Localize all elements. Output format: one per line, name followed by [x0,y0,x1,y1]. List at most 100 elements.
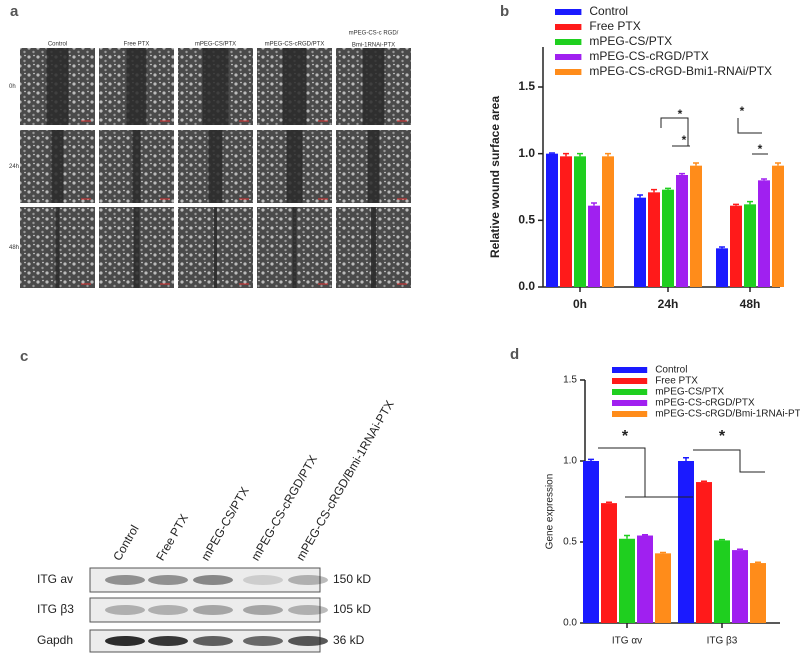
bar [648,192,660,287]
x-tick-label: 48h [740,297,761,311]
legend-label: Control [655,365,687,376]
row-label: 0h [9,84,16,90]
error-bar [563,152,569,157]
bar [696,482,712,623]
bar [730,205,742,287]
protein-label: ITG av [37,572,73,586]
panel-d: d Gene expression 0.0 0.5 1.0 1.5 ITG αv ITG β3… [510,346,800,647]
column-label: Control [48,42,67,48]
column-label: Free PTX [124,42,150,48]
bar [602,156,614,287]
significance-bracket [693,449,765,473]
wound-gap [292,207,297,288]
band [105,636,145,646]
x-tick-label: 24h [658,297,679,311]
y-tick-label: 0.0 [563,618,577,629]
row-label: 48h [9,245,19,251]
bar [588,205,600,287]
significance-mark: * [740,104,745,118]
significance-mark: * [719,428,726,445]
bar [758,180,770,287]
bar [690,165,702,287]
panel-label: c [20,348,28,365]
size-label: 36 kD [333,633,365,647]
band [148,636,188,646]
error-bar [719,538,725,541]
legend-label: mPEG-CS-cRGD-Bmi1-RNAi/PTX [589,64,772,78]
x-tick-label: ITG αv [612,636,642,647]
y-tick-label: 1.5 [563,375,577,386]
column-label: mPEG-CS/PTX [195,42,236,48]
wound-gap [371,207,376,288]
wound-gap [51,130,64,203]
legend-label: Free PTX [589,19,640,33]
legend-swatch [612,367,648,373]
size-label: 150 kD [333,572,371,586]
y-tick-label: 0.5 [518,213,535,227]
band [288,636,328,646]
legend-label: mPEG-CS/PTX [589,34,672,48]
y-tick-label: 1.0 [518,146,535,160]
band [105,605,145,615]
legend-swatch [555,69,582,75]
band [148,575,188,585]
error-bar [679,172,685,175]
significance-mark: * [622,428,629,445]
error-bar [660,551,666,554]
error-bar [683,457,689,461]
bar [750,563,766,623]
bar [732,550,748,623]
error-bar [588,458,594,461]
lane-label: mPEG-CS-cRGD/Bmi-1RNAi-PTX [293,398,396,563]
wound-gap [214,207,217,288]
legend-swatch [612,378,648,384]
legend-swatch [612,400,648,406]
panel-b: b Relative wound surface area 0.0 0.5 1.0 1.5… [488,3,784,311]
lane-label: Control [110,523,141,564]
panel-a: a Control Free PTX mPEG-CS/PTX mPEG-CS-cRGD… [9,3,411,288]
error-bar [719,246,725,249]
legend-swatch [612,389,648,395]
error-bar [755,561,761,564]
wound-gap [126,48,147,125]
row-label: 24h [9,164,19,170]
error-bar [693,162,699,166]
error-bar [642,533,648,536]
wound-gap [46,48,69,125]
error-bar [606,501,612,504]
legend-label: mPEG-CS-cRGD/PTX [589,49,708,63]
bar [655,553,671,623]
column-label: mPEG-CS-c RGD/ [349,31,399,37]
lane-label: mPEG-CS/PTX [198,484,251,563]
wound-gap [362,48,385,125]
protein-label: Gapdh [37,633,73,647]
legend-swatch [612,411,648,417]
significance-bracket [598,447,655,498]
bar [546,153,558,287]
legend-swatch [555,9,582,15]
error-bar [733,203,739,206]
lane-label: Free PTX [153,512,191,563]
bar [772,165,784,287]
error-bar [624,534,630,539]
column-label: Bmi-1RNAi-PTX [352,43,395,49]
wound-gap [202,48,229,125]
size-label: 105 kD [333,602,371,616]
panel-c: c Control Free PTX mPEG-CS/PTX mPEG-CS-cRGD… [20,348,397,653]
error-bar [651,188,657,193]
legend-swatch [555,24,582,30]
y-tick-label: 0.5 [563,537,577,548]
band [243,636,283,646]
y-tick-label: 1.5 [518,79,535,93]
error-bar [549,152,555,154]
legend-swatch [555,39,582,45]
band [193,605,233,615]
y-axis-label: Gene expression [545,474,556,550]
error-bar [747,200,753,205]
x-tick-label: ITG β3 [707,636,738,647]
error-bar [665,187,671,190]
band [243,575,283,585]
legend-label: mPEG-CS-cRGD/PTX [655,398,755,409]
bar [574,156,586,287]
bar [662,189,674,287]
